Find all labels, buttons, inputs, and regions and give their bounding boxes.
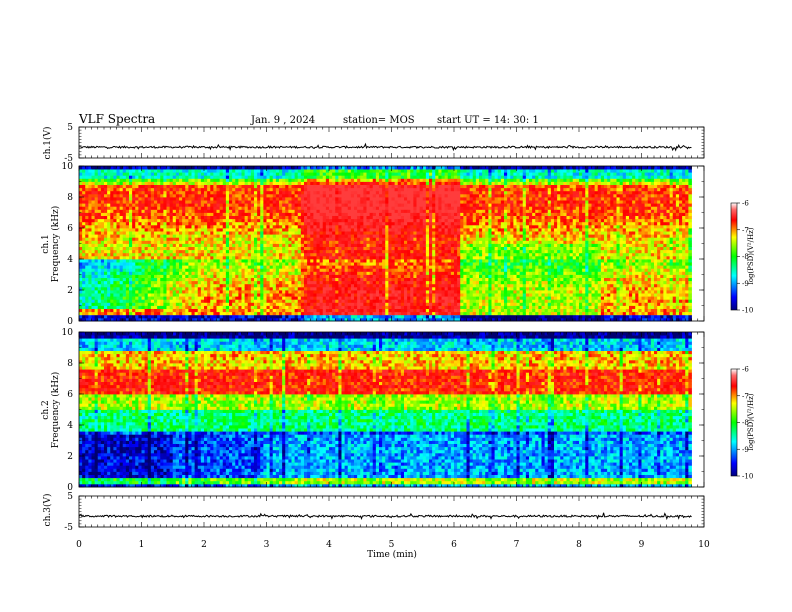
figure-date: Jan. 9 , 2024 xyxy=(250,115,315,126)
colorbar-tick: -10 xyxy=(742,473,753,481)
ch1-colorbar-label: log(PSD)(V²/Hz) xyxy=(747,227,755,284)
ch2-colorbar: -6 -7 -8 -9 -10 log(PSD)(V²/Hz) xyxy=(730,366,755,481)
ch2-colorbar-label: log(PSD)(V²/Hz) xyxy=(747,393,755,450)
ch2-spectrogram-ytick: 6 xyxy=(67,390,73,400)
ch2-spectrogram-ytick: 10 xyxy=(62,328,74,338)
ch1-spectrogram-ytick: 0 xyxy=(67,317,73,327)
figure-title: VLF Spectra xyxy=(78,112,155,126)
time-tick: 3 xyxy=(264,540,270,550)
colorbar-tick: -9 xyxy=(742,446,749,454)
time-tick: 10 xyxy=(698,540,710,550)
time-tick: 2 xyxy=(201,540,207,550)
colorbar-tick: -7 xyxy=(742,392,749,400)
ch2-spectrogram-cells xyxy=(79,332,692,488)
ch3-waveform-ytick: 5 xyxy=(67,492,73,502)
ch1-spectrogram-panel: 0 2 4 6 8 10 xyxy=(62,162,705,327)
time-axis-label: Time (min) xyxy=(367,549,417,560)
time-tick: 5 xyxy=(389,540,395,550)
ch2-spectrogram-ytick: 0 xyxy=(67,483,73,493)
ch1-waveform-ytick: -5 xyxy=(64,154,73,164)
time-tick: 1 xyxy=(139,540,145,550)
ch1-colorbar-gradient xyxy=(730,202,738,311)
ch2-spectrogram-ytick: 4 xyxy=(67,421,73,431)
ch3-waveform-panel: 5 -5 xyxy=(64,492,705,533)
ch3-waveform-trace xyxy=(78,512,692,521)
ch2-frequency-label: Frequency (kHz) xyxy=(50,372,61,449)
time-tick: 8 xyxy=(576,540,582,550)
ch2-spectrogram-ytick: 2 xyxy=(67,452,73,462)
ch2-spectrogram-panel: 0 2 4 6 8 10 xyxy=(62,328,705,493)
ch2-spectrogram-ytick: 8 xyxy=(67,359,73,369)
colorbar-tick: -8 xyxy=(742,253,749,261)
ch1-waveform-ylabel: ch.1(V) xyxy=(42,127,53,160)
ch1-spectrogram-ytick: 2 xyxy=(67,286,73,296)
time-tick: 9 xyxy=(639,540,645,550)
ch1-waveform-panel: 5 -5 xyxy=(64,123,705,164)
ch1-spectrogram-ytick: 4 xyxy=(67,255,73,265)
ch1-waveform-ytick: 5 xyxy=(67,123,73,133)
time-tick: 4 xyxy=(326,540,332,550)
colorbar-tick: -9 xyxy=(742,280,749,288)
ch1-colorbar: -6 -7 -8 -9 -10 log(PSD)(V²/Hz) xyxy=(730,200,755,315)
ch1-frequency-label: Frequency (kHz) xyxy=(50,206,61,283)
colorbar-tick: -6 xyxy=(742,366,749,374)
colorbar-tick: -10 xyxy=(742,307,753,315)
time-tick: 7 xyxy=(514,540,520,550)
colorbar-tick: -8 xyxy=(742,419,749,427)
figure-start-time: start UT = 14: 30: 1 xyxy=(437,115,539,126)
ch1-spectrogram-ytick: 10 xyxy=(62,162,74,172)
time-axis: 0 1 2 3 4 5 6 7 8 9 10 xyxy=(76,540,710,550)
time-tick: 6 xyxy=(451,540,457,550)
time-tick: 0 xyxy=(76,540,82,550)
ch1-spectrogram-ytick: 6 xyxy=(67,224,73,234)
figure-station: station= MOS xyxy=(343,115,415,126)
ch3-waveform-ylabel: ch.3(V) xyxy=(42,494,53,527)
ch1-channel-label: ch.1 xyxy=(41,234,51,253)
ch1-waveform-trace xyxy=(79,142,692,152)
colorbar-tick: -7 xyxy=(742,226,749,234)
ch1-spectrogram-ytick: 8 xyxy=(67,193,73,203)
ch3-waveform-ytick: -5 xyxy=(64,523,73,533)
ch2-channel-label: ch.2 xyxy=(41,400,51,419)
colorbar-tick: -6 xyxy=(742,200,749,208)
ch2-colorbar-gradient xyxy=(730,368,738,477)
ch1-spectrogram-cells xyxy=(79,166,692,322)
